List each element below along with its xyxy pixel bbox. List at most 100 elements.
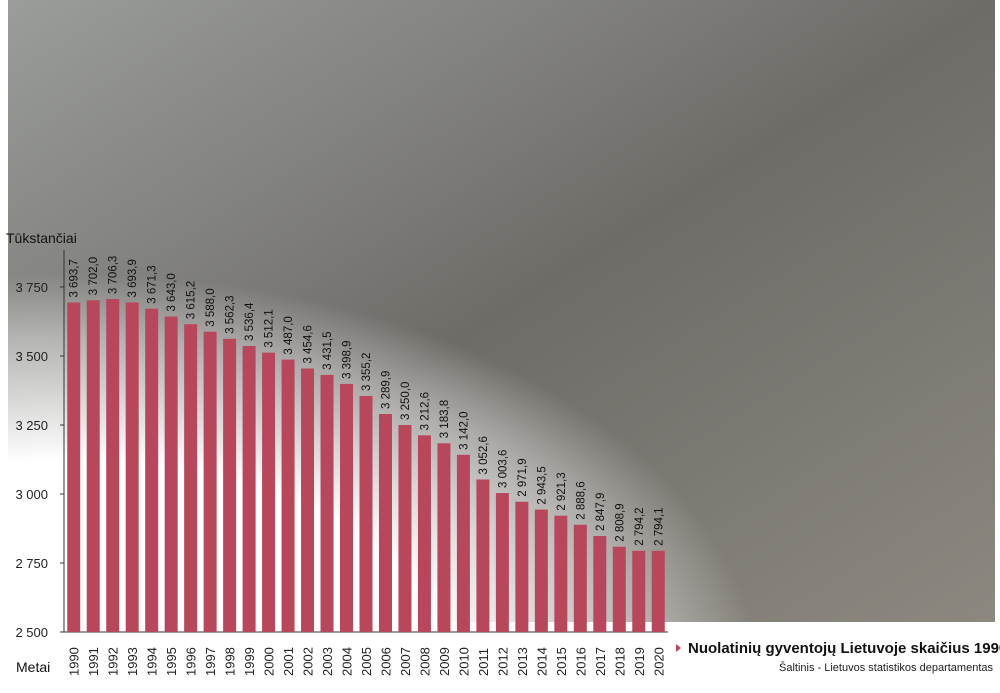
bar [515, 501, 529, 632]
bar [145, 308, 159, 632]
y-tick-label: 3 500 [15, 349, 48, 364]
bar [106, 299, 120, 632]
x-tick-label: 1997 [203, 647, 218, 676]
value-label: 3 454,6 [303, 325, 315, 363]
bar [495, 493, 509, 632]
x-tick-label: 1995 [164, 647, 179, 676]
value-label: 3 588,0 [205, 288, 217, 326]
x-tick-label: 2016 [573, 647, 588, 676]
bar [164, 316, 178, 632]
bar [417, 435, 431, 632]
bar [437, 443, 451, 632]
value-label: 2 794,1 [653, 507, 665, 545]
y-tick-label: 3 750 [15, 280, 48, 295]
value-label: 3 212,6 [419, 392, 431, 430]
bar [262, 352, 276, 632]
x-tick-label: 2003 [320, 647, 335, 676]
title-marker [676, 644, 681, 652]
bar [340, 383, 354, 632]
x-tick-label: 1996 [184, 647, 199, 676]
x-tick-label: 1990 [67, 647, 82, 676]
source-note: Šaltinis - Lietuvos statistikos departam… [779, 661, 993, 674]
bar [223, 338, 237, 632]
bar [612, 546, 626, 632]
bar [378, 413, 392, 632]
bar [359, 395, 373, 632]
x-tick-label: 2020 [651, 647, 666, 676]
value-label: 3 250,0 [400, 382, 412, 420]
x-tick-label: 2001 [281, 647, 296, 676]
value-label: 3 512,1 [264, 309, 276, 347]
bar [242, 345, 256, 632]
value-label: 3 562,3 [225, 295, 237, 333]
value-label: 3 398,9 [342, 341, 354, 379]
bar [320, 374, 334, 632]
value-label: 2 888,6 [575, 481, 587, 519]
value-label: 3 052,6 [478, 436, 490, 474]
value-label: 3 355,2 [361, 353, 373, 391]
y-tick-label: 3 000 [15, 487, 48, 502]
bar [301, 368, 315, 632]
x-tick-label: 1992 [106, 647, 121, 676]
x-tick-label: 1991 [86, 647, 101, 676]
y-tick-label: 2 500 [15, 625, 48, 640]
bar [554, 515, 568, 632]
x-tick-label: 2012 [495, 647, 510, 676]
x-tick-label: 2007 [398, 647, 413, 676]
bar [632, 550, 646, 632]
x-tick-label: 2019 [632, 647, 647, 676]
x-tick-label: 2000 [262, 647, 277, 676]
bar [651, 550, 665, 632]
value-label: 2 921,3 [556, 472, 568, 510]
bar [534, 509, 548, 632]
bar [125, 302, 139, 632]
value-label: 2 847,9 [595, 493, 607, 531]
x-tick-label: 2010 [456, 647, 471, 676]
x-tick-label: 2004 [340, 647, 355, 676]
bar [281, 359, 295, 632]
value-label: 3 003,6 [497, 450, 509, 488]
bar [398, 425, 412, 632]
value-label: 2 943,5 [536, 466, 548, 504]
y-tick-label: 3 250 [15, 418, 48, 433]
x-tick-label: 2011 [476, 648, 491, 676]
value-label: 3 487,0 [283, 316, 295, 354]
value-label: 3 536,4 [244, 302, 256, 341]
value-label: 3 706,3 [108, 256, 120, 294]
bar [184, 324, 198, 632]
x-tick-label: 2008 [417, 647, 432, 676]
y-axis-label: Tūkstančiai [6, 230, 77, 246]
x-axis-label: Metai [16, 659, 50, 675]
footer-backdrop [0, 622, 1000, 688]
bar [67, 302, 81, 632]
bar [203, 331, 217, 632]
x-tick-label: 2013 [515, 647, 530, 676]
x-tick-label: 2017 [593, 647, 608, 676]
value-label: 3 142,0 [458, 411, 470, 449]
value-label: 3 431,5 [322, 332, 334, 370]
value-label: 2 971,9 [517, 458, 529, 496]
x-tick-label: 1998 [223, 647, 238, 676]
value-label: 3 671,3 [147, 265, 159, 303]
y-tick-label: 2 750 [15, 556, 48, 571]
bar [573, 524, 587, 632]
value-label: 3 183,8 [439, 400, 451, 438]
x-tick-label: 1994 [145, 647, 160, 676]
value-label: 3 615,2 [186, 281, 198, 319]
x-tick-label: 2006 [378, 647, 393, 676]
x-tick-label: 2002 [301, 647, 316, 676]
bar [476, 479, 490, 632]
x-tick-label: 2014 [534, 647, 549, 676]
bar [593, 535, 607, 632]
x-tick-label: 2009 [437, 647, 452, 676]
x-tick-label: 2015 [554, 647, 569, 676]
x-tick-label: 2005 [359, 647, 374, 676]
value-label: 2 794,2 [634, 507, 646, 545]
chart-title: Nuolatinių gyventojų Lietuvoje skaičius … [688, 640, 1000, 657]
value-label: 3 643,0 [166, 273, 178, 311]
value-label: 2 808,9 [614, 503, 626, 541]
x-tick-label: 1999 [242, 647, 257, 676]
value-label: 3 289,9 [380, 371, 392, 409]
value-label: 3 693,7 [69, 259, 81, 297]
